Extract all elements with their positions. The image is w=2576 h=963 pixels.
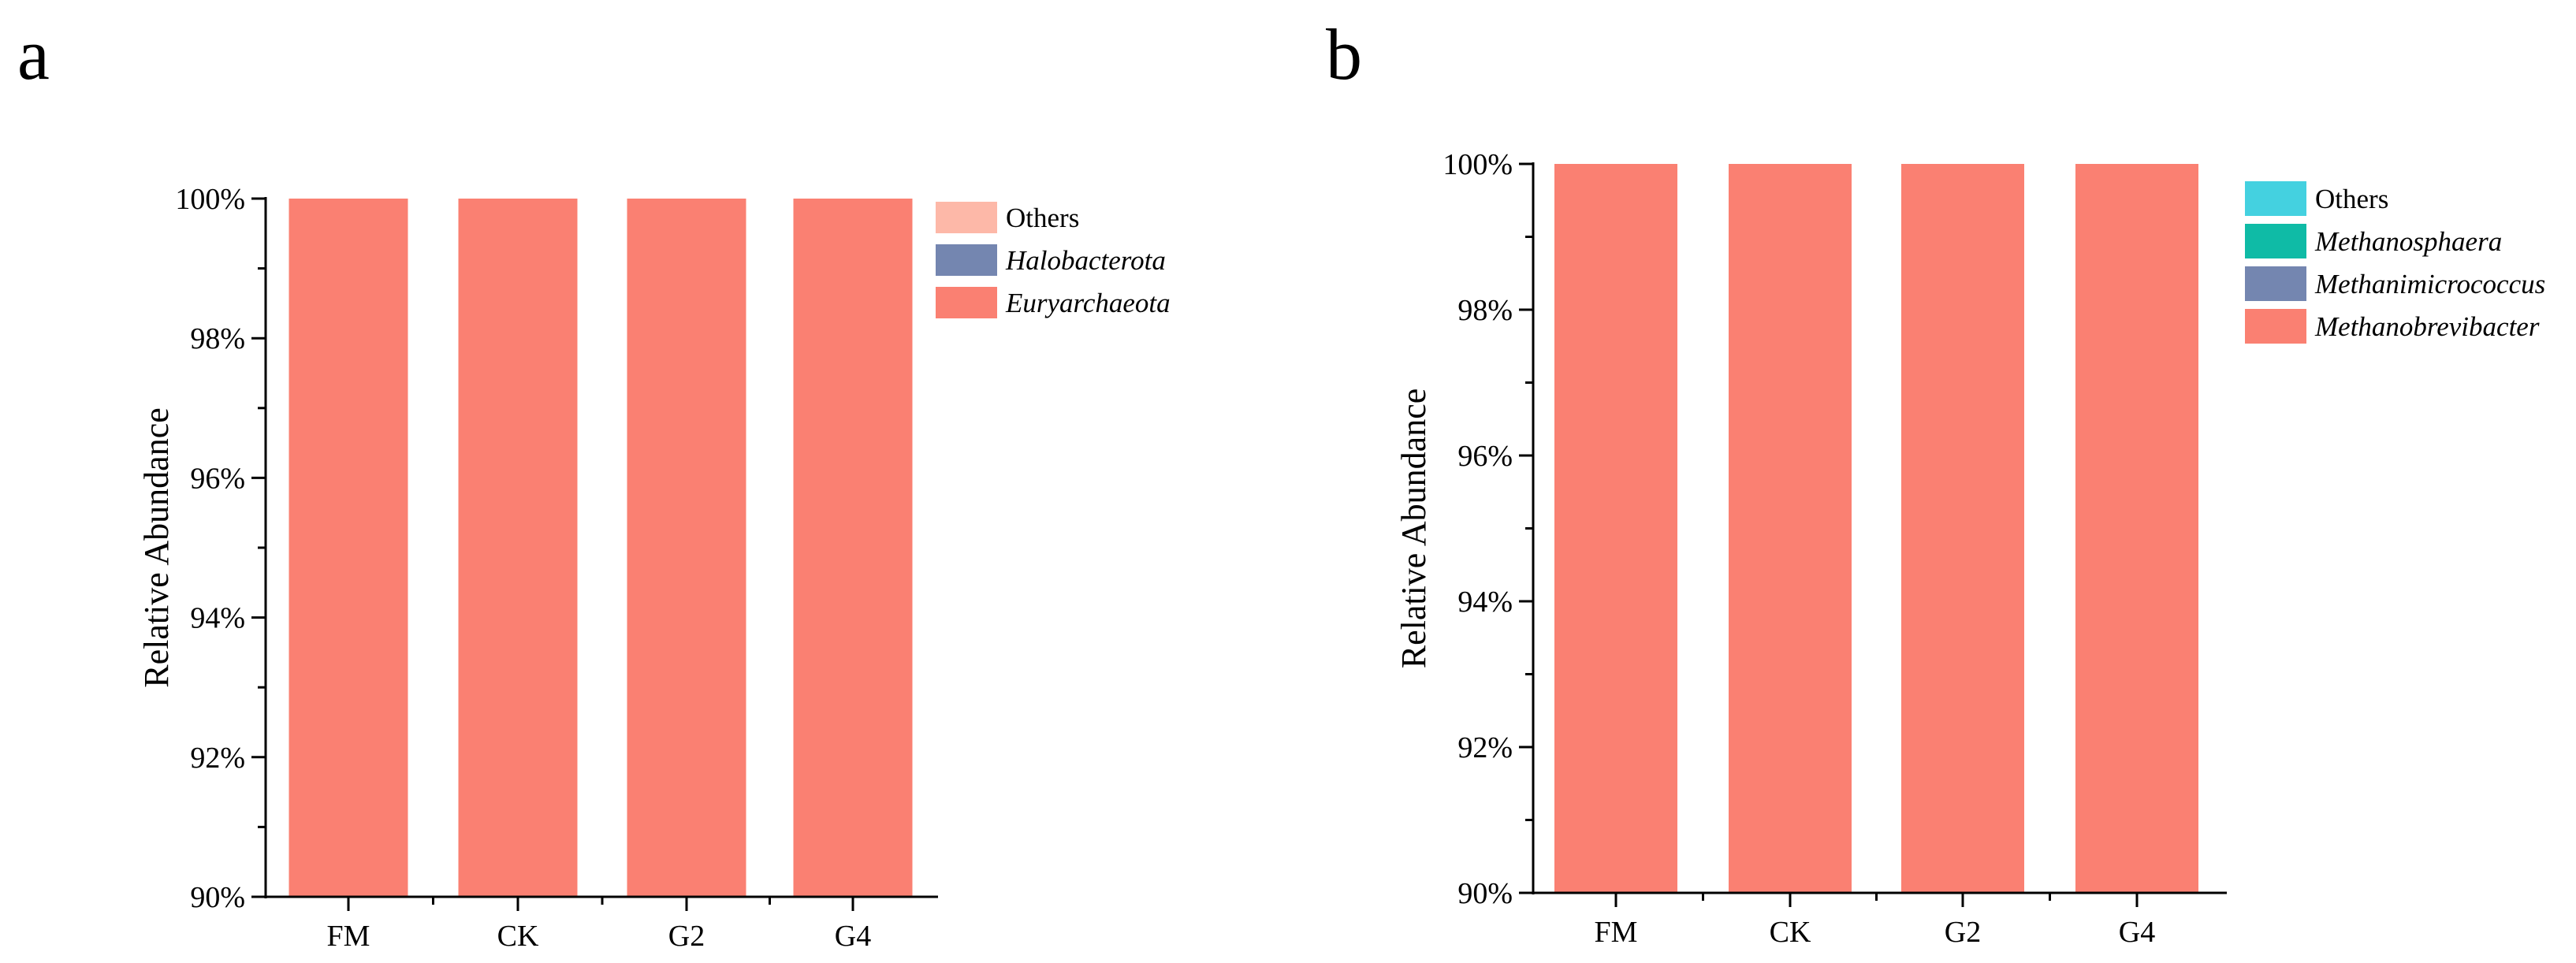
x-tick-label: CK bbox=[1770, 916, 1811, 949]
panel-letter: b bbox=[1326, 14, 1362, 95]
y-tick-label: 98% bbox=[1457, 294, 1513, 327]
x-tick-label: G4 bbox=[2119, 916, 2155, 949]
y-tick-label: 100% bbox=[1442, 148, 1513, 181]
y-tick-label: 96% bbox=[1457, 440, 1513, 473]
bar-segment bbox=[793, 199, 913, 897]
legend-label: Methanimicrococcus bbox=[2314, 269, 2545, 299]
y-tick-label: 100% bbox=[175, 183, 245, 216]
legend-swatch bbox=[936, 287, 997, 318]
x-tick-label: G2 bbox=[1945, 916, 1981, 949]
bar-segment bbox=[2075, 164, 2198, 893]
y-axis-title: Relative Abundance bbox=[1394, 389, 1433, 669]
x-tick-label: G4 bbox=[835, 920, 871, 953]
legend-label: Others bbox=[2315, 184, 2388, 214]
legend-label: Others bbox=[1006, 203, 1079, 233]
legend-label: Euryarchaeota bbox=[1005, 288, 1171, 318]
y-tick-label: 90% bbox=[190, 881, 245, 914]
x-tick-label: CK bbox=[497, 920, 539, 953]
y-tick-label: 94% bbox=[1457, 586, 1513, 619]
y-tick-label: 94% bbox=[190, 602, 245, 635]
legend-swatch bbox=[936, 202, 997, 233]
bar-segment bbox=[458, 199, 578, 897]
legend-swatch bbox=[2245, 266, 2306, 301]
bar-segment bbox=[1729, 164, 1852, 893]
x-tick-label: G2 bbox=[668, 920, 705, 953]
legend-label: Halobacterota bbox=[1005, 245, 1166, 276]
x-tick-label: FM bbox=[327, 920, 370, 953]
y-tick-label: 92% bbox=[190, 742, 245, 775]
x-tick-label: FM bbox=[1595, 916, 1638, 949]
y-axis-title: Relative Abundance bbox=[137, 407, 176, 688]
y-tick-label: 96% bbox=[190, 462, 245, 495]
legend-swatch bbox=[2245, 309, 2306, 344]
legend-label: Methanobrevibacter bbox=[2314, 311, 2540, 342]
bar-segment bbox=[627, 199, 746, 897]
legend-label: Methanosphaera bbox=[2314, 226, 2502, 257]
bar-segment bbox=[288, 199, 408, 897]
bar-segment bbox=[1554, 164, 1677, 893]
y-tick-label: 98% bbox=[190, 322, 245, 355]
legend-swatch bbox=[2245, 224, 2306, 258]
chart-panel-a: a 90% 92% 94% 96% 98% 100% FM CK G2 G4 Relative Abu… bbox=[17, 14, 1171, 953]
y-tick-label: 92% bbox=[1457, 731, 1513, 764]
legend-swatch bbox=[936, 244, 997, 276]
y-tick-label: 90% bbox=[1457, 877, 1513, 910]
chart-panel-b: b 90% 92% 94% 96% 98% 100% FM CK G2 G4 Relative Abu… bbox=[1326, 14, 2545, 949]
legend-swatch bbox=[2245, 181, 2306, 216]
panel-letter: a bbox=[17, 14, 50, 95]
bar-segment bbox=[1901, 164, 2024, 893]
